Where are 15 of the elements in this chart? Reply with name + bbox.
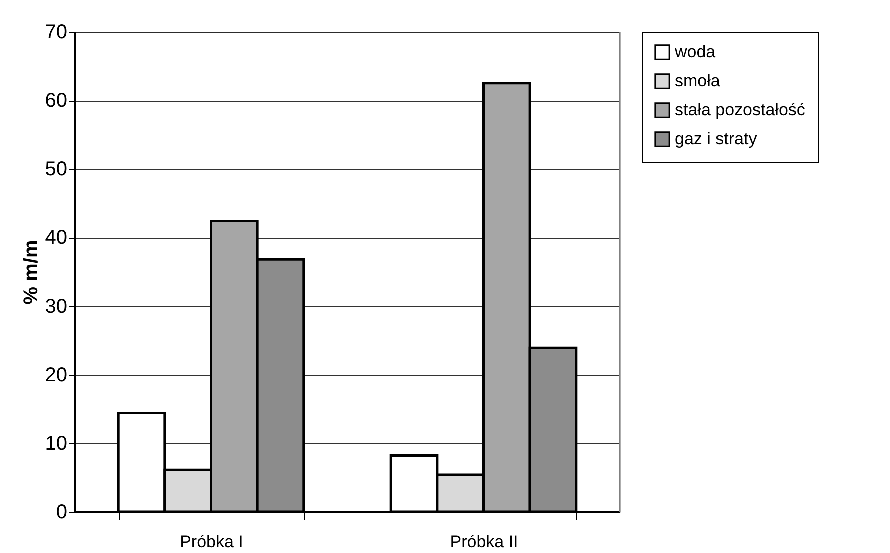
legend-label: smoła xyxy=(675,72,721,90)
y-tick-label: 0 xyxy=(56,502,68,524)
y-tick-label: 10 xyxy=(45,432,68,455)
y-tick-label: 70 xyxy=(45,22,68,44)
y-tick-label: 50 xyxy=(45,158,68,181)
y-tick-label: 30 xyxy=(45,296,68,318)
legend-label: stała pozostałość xyxy=(675,100,806,120)
legend-label: woda xyxy=(674,42,716,62)
y-tick-label: 60 xyxy=(45,90,68,112)
y-axis-title: % m/m xyxy=(20,240,42,305)
legend-label: gaz i straty xyxy=(675,130,758,148)
y-tick-label: 20 xyxy=(45,364,68,386)
x-tick-label: Próbka I xyxy=(180,532,244,552)
y-tick-label: 40 xyxy=(45,227,68,250)
x-tick-label: Próbka II xyxy=(450,532,518,552)
